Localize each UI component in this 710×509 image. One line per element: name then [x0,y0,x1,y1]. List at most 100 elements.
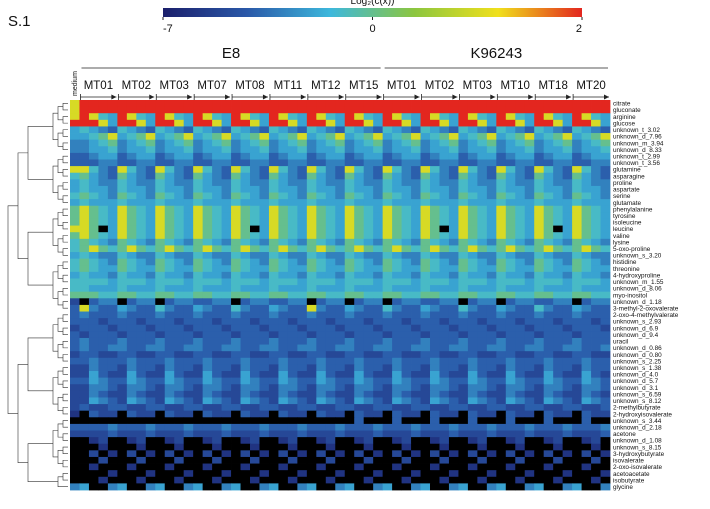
heatmap-cell [70,126,80,134]
heatmap-cell [496,265,507,273]
heatmap-cell [268,252,279,260]
heatmap-cell [202,192,213,200]
heatmap-cell [98,192,109,200]
heatmap-cell [240,106,251,114]
heatmap-cell [477,377,488,385]
heatmap-cell [107,185,118,193]
heatmap-cell [553,126,564,134]
heatmap-cell [183,410,194,418]
heatmap-cell [392,344,402,352]
heatmap-cell [70,238,80,246]
heatmap-cell [259,258,270,266]
heatmap-cell [268,238,279,246]
heatmap-cell [477,119,488,127]
heatmap-cell [250,245,260,253]
heatmap-cell [79,304,90,312]
heatmap-cell [524,423,535,431]
heatmap-cell [486,172,497,180]
heatmap-cell [268,377,279,385]
heatmap-cell [193,331,204,339]
heatmap-cell [212,245,222,253]
heatmap-cell [354,265,365,273]
heatmap-cell [259,443,270,451]
row-label: glycine [613,484,633,491]
heatmap-cell [107,238,118,246]
heatmap-cell [79,470,90,478]
heatmap-cell [212,377,222,385]
heatmap-cell [543,470,554,478]
heatmap-cell [543,133,554,141]
heatmap-cell [581,357,592,365]
group-arrowhead [376,94,382,100]
heatmap-cell [231,139,241,147]
heatmap-cell [183,377,194,385]
heatmap-cell [306,397,317,405]
heatmap-cell [553,318,564,326]
heatmap-cell [297,258,308,266]
heatmap-cell [458,318,469,326]
heatmap-cell [221,212,232,220]
heatmap-cell [572,172,582,180]
heatmap-cell [562,463,573,471]
heatmap-cell [155,212,166,220]
heatmap-cell [572,106,582,114]
heatmap-cell [306,119,317,127]
heatmap-cell [486,397,497,405]
heatmap-cell [439,225,450,233]
heatmap-cell [155,318,166,326]
heatmap-cell [117,100,128,108]
heatmap-cell [174,126,185,134]
heatmap-cell [505,417,516,425]
heatmap-cell [420,404,431,412]
heatmap-cell [117,463,128,471]
heatmap-cell [448,417,459,425]
heatmap-cell [486,179,497,187]
heatmap-cell [477,318,488,326]
heatmap-cell [581,205,592,213]
heatmap-cell [297,119,308,127]
heatmap-cell [316,318,327,326]
heatmap-cell [505,225,516,233]
heatmap-cell [231,258,241,266]
heatmap-cell [373,404,384,412]
heatmap-cell [231,179,241,187]
heatmap-cell [534,331,545,339]
heatmap-cell [543,152,554,160]
heatmap-cell [212,371,222,379]
heatmap-cell [363,139,374,147]
heatmap-cell [344,377,355,385]
heatmap-cell [88,113,99,121]
heatmap-cell [600,417,611,425]
heatmap-cell [581,119,592,127]
heatmap-cell [448,100,459,108]
heatmap-cell [221,225,232,233]
heatmap-cell [259,113,270,121]
heatmap-cell [117,113,128,121]
heatmap-cell [382,258,393,266]
heatmap-cell [439,344,450,352]
heatmap-cell [107,298,118,306]
heatmap-cell [467,185,478,193]
heatmap-cell [486,430,497,438]
heatmap-cell [505,291,516,299]
heatmap-cell [287,430,298,438]
heatmap-cell [250,159,260,167]
heatmap-cell [202,364,213,372]
heatmap-cell [382,404,393,412]
heatmap-cell [268,423,279,431]
heatmap-cell [496,258,507,266]
heatmap-cell [287,225,298,233]
heatmap-cell [259,430,270,438]
heatmap-cell [325,470,336,478]
heatmap-cell [354,463,365,471]
heatmap-cell [174,265,185,273]
heatmap-cell [562,298,573,306]
heatmap-cell [250,133,260,141]
heatmap-cell [79,324,90,332]
heatmap-cell [477,218,488,226]
heatmap-cell [306,331,317,339]
heatmap-cell [335,397,346,405]
heatmap-cell [278,218,289,226]
heatmap-cell [221,337,232,345]
heatmap-cell [136,417,147,425]
